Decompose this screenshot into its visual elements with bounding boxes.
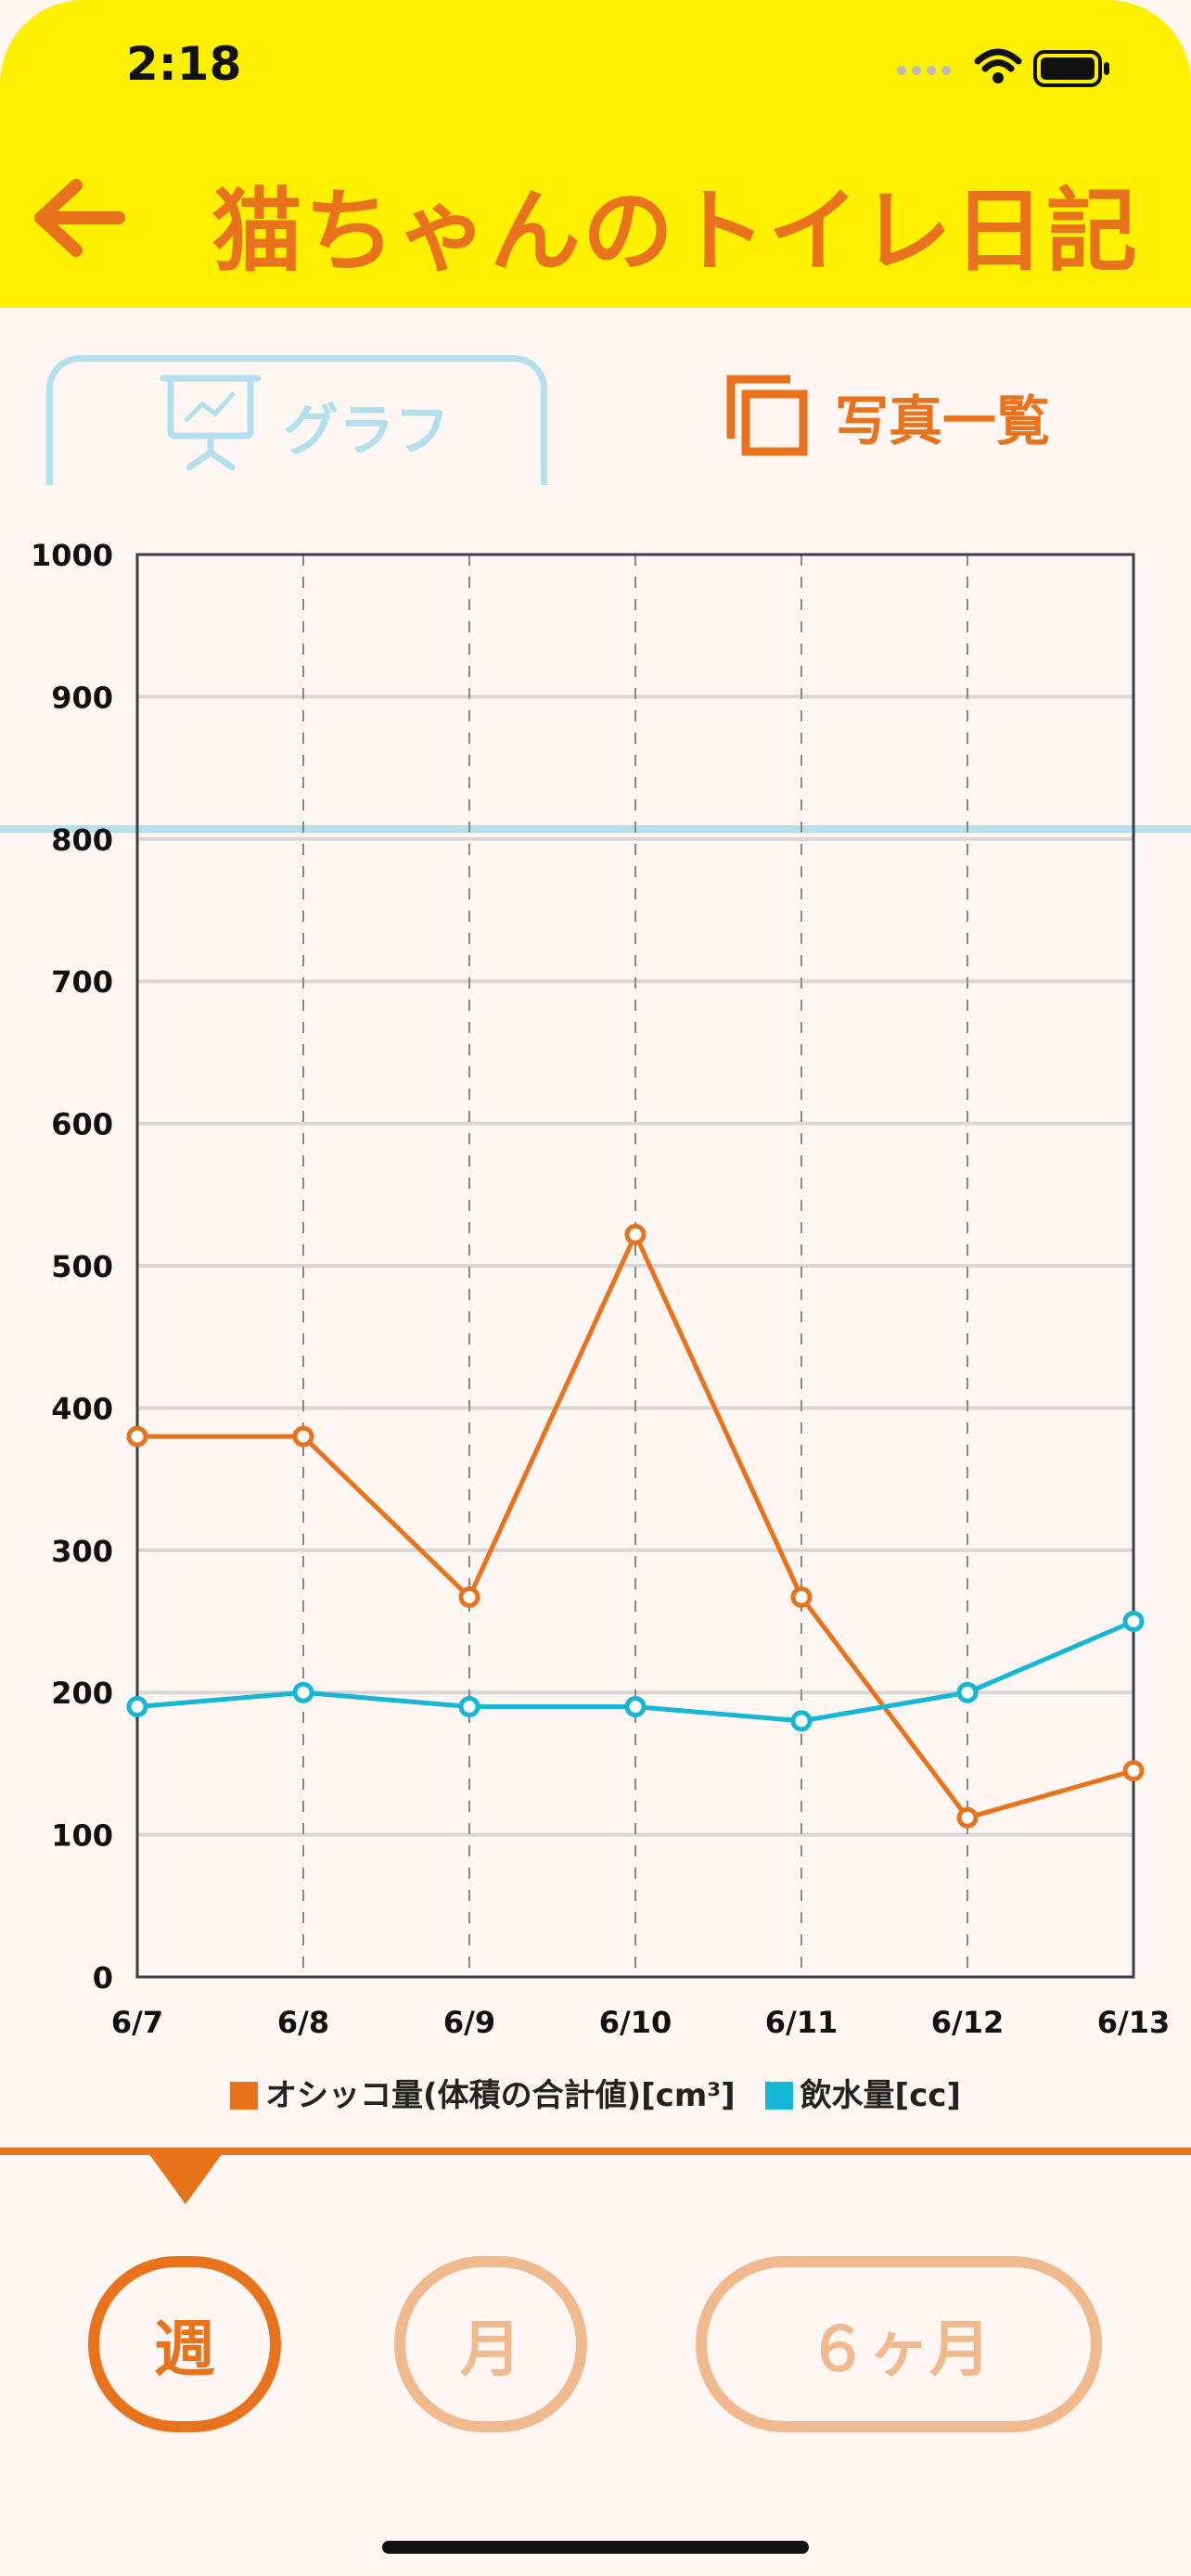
home-indicator (382, 2541, 809, 2554)
section-divider (0, 2148, 1191, 2155)
y-tick-label: 500 (51, 1249, 113, 1284)
y-tick-label: 200 (51, 1676, 113, 1711)
status-icons (897, 48, 1109, 87)
y-tick-label: 700 (51, 964, 113, 1000)
legend-swatch-water (764, 2082, 793, 2110)
y-tick-label: 0 (93, 1960, 113, 1996)
tab-photos-label: 写真一覧 (835, 389, 1051, 453)
tab-photos[interactable]: 写真一覧 (725, 374, 1115, 466)
legend-label-water: 飲水量[cc] (800, 2077, 961, 2114)
legend-item-water: 飲水量[cc] (764, 2070, 961, 2115)
data-point-1-6 (1122, 1611, 1145, 1632)
signal-icon (897, 66, 951, 75)
data-point-1-3 (624, 1696, 647, 1718)
tab-graph[interactable]: グラフ (46, 355, 547, 485)
x-tick-label: 6/12 (931, 2005, 1004, 2040)
period-month-label: 月 (460, 2314, 521, 2385)
data-point-0-4 (790, 1586, 813, 1608)
back-button[interactable] (28, 167, 130, 269)
x-tick-label: 6/13 (1097, 2005, 1170, 2040)
data-point-0-3 (624, 1223, 647, 1245)
x-tick-label: 6/7 (111, 2005, 163, 2040)
view-tabs: グラフ 写真一覧 (0, 348, 1191, 833)
legend-label-urine: オシッコ量(体積の合計値)[cm³] (265, 2077, 736, 2114)
data-point-1-5 (956, 1681, 979, 1703)
app-header: 2:18 猫ちゃんのトイレ日記 (0, 0, 1191, 308)
data-point-0-2 (458, 1586, 480, 1608)
period-month-button[interactable]: 月 (394, 2256, 587, 2432)
y-tick-label: 600 (51, 1107, 113, 1142)
status-time: 2:18 (126, 37, 242, 91)
x-tick-label: 6/9 (443, 2005, 495, 2040)
presentation-chart-icon (160, 375, 262, 471)
line-chart: 0 100 200 300 400 500 600 700 800 900 1000 6/7 6/8 6/… (0, 519, 1191, 2114)
tab-graph-label: グラフ (283, 399, 450, 464)
app-title: 猫ちゃんのトイレ日記 (211, 179, 1139, 285)
data-point-1-2 (458, 1696, 480, 1718)
y-tick-label: 400 (51, 1391, 113, 1426)
period-six-month-button[interactable]: ６ヶ月 (696, 2256, 1102, 2432)
data-point-1-1 (292, 1681, 314, 1703)
x-tick-label: 6/11 (765, 2005, 838, 2040)
y-tick-label: 100 (51, 1818, 113, 1854)
arrow-left-icon (34, 179, 125, 257)
data-point-0-0 (126, 1425, 148, 1447)
y-tick-label: 300 (51, 1534, 113, 1569)
x-tick-label: 6/8 (277, 2005, 329, 2040)
y-tick-label: 1000 (31, 538, 113, 573)
data-point-1-4 (790, 1710, 813, 1732)
chart-legend: オシッコ量(体積の合計値)[cm³] 飲水量[cc] (0, 2070, 1191, 2115)
period-week-label: 週 (154, 2314, 215, 2385)
y-tick-label: 800 (51, 823, 113, 858)
x-tick-label: 6/10 (599, 2005, 672, 2040)
data-point-0-6 (1122, 1760, 1145, 1782)
legend-item-urine: オシッコ量(体積の合計値)[cm³] (230, 2070, 736, 2115)
tabs-underline (0, 825, 1191, 833)
y-tick-label: 900 (51, 680, 113, 715)
data-point-0-1 (292, 1425, 314, 1447)
period-six-month-label: ６ヶ月 (807, 2314, 991, 2385)
plot-frame (135, 553, 1135, 1979)
selected-period-pointer (148, 2153, 223, 2204)
battery-icon (1033, 50, 1109, 87)
wifi-icon (974, 48, 1022, 83)
photo-stack-icon (726, 375, 808, 456)
legend-swatch-urine (230, 2082, 259, 2110)
data-point-0-5 (956, 1806, 979, 1829)
chart-svg: 0 100 200 300 400 500 600 700 800 900 1000 6/7 6/8 6/… (31, 538, 1170, 2040)
data-point-1-0 (126, 1696, 148, 1718)
period-week-button[interactable]: 週 (88, 2256, 281, 2432)
